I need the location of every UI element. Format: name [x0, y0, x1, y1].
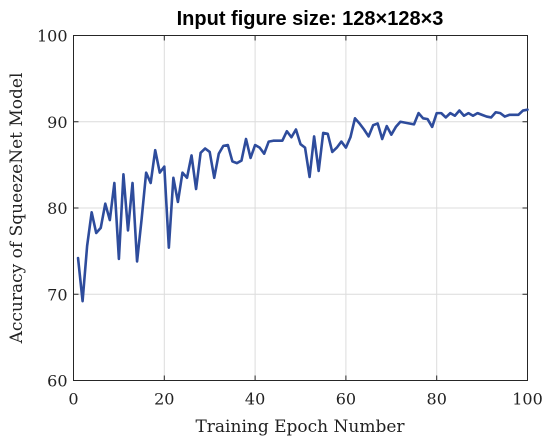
y-tick-label: 100 — [37, 27, 68, 46]
chart-title: Input figure size: 128×128×3 — [177, 8, 444, 30]
x-tick-label: 100 — [512, 390, 543, 409]
y-tick-label: 70 — [47, 285, 67, 304]
axis-ticks: 0 20 40 60 80 100 60 70 80 90 100 — [37, 27, 543, 409]
x-axis-label: Training Epoch Number — [195, 417, 405, 437]
x-tick-label: 40 — [245, 390, 265, 409]
grid — [73, 35, 528, 381]
x-tick-label: 80 — [427, 390, 447, 409]
x-tick-label: 60 — [336, 390, 356, 409]
x-tick-label: 20 — [154, 390, 174, 409]
y-axis-label: Accuracy of SqueezeNet Model — [7, 73, 27, 345]
series-line-accuracy — [76, 108, 529, 303]
y-tick-label: 60 — [47, 372, 67, 391]
x-tick-label: 0 — [68, 390, 78, 409]
y-tick-label: 90 — [47, 113, 67, 132]
series-group — [76, 108, 529, 303]
y-tick-label: 80 — [47, 199, 67, 218]
